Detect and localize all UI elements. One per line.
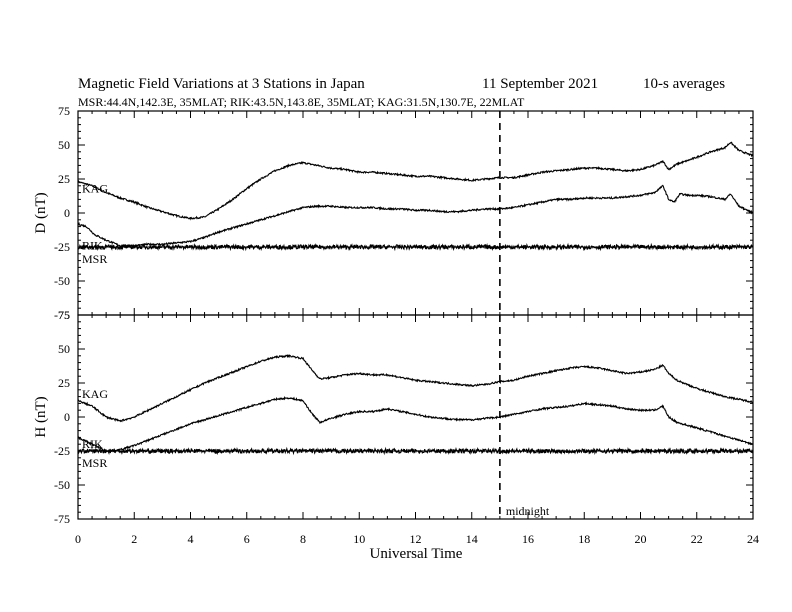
x-tick-label: 14 [466,532,478,546]
x-tick-label: 2 [131,532,137,546]
y-tick-label: -50 [54,478,70,492]
y-tick-label: -25 [54,444,70,458]
x-tick-label: 20 [635,532,647,546]
x-tick-label: 0 [75,532,81,546]
midnight-label: midnight [506,504,550,518]
y-tick-label: 75 [58,308,70,322]
x-tick-label: 24 [747,532,759,546]
series-label-msr: MSR [82,252,107,266]
series-label-msr: MSR [82,456,107,470]
y-tick-label: 0 [64,206,70,220]
y-tick-label: 50 [58,138,70,152]
series-line-msr [77,446,754,456]
stations-line: MSR:44.4N,142.3E, 35MLAT; RIK:43.5N,143.… [78,95,525,109]
series-label-rik: RIK [82,437,103,451]
x-tick-label: 18 [578,532,590,546]
chart-date: 11 September 2021 [482,76,598,92]
y-tick-label: -75 [54,308,70,322]
x-axis-label: Universal Time [370,546,463,562]
series-label-rik: RIK [82,239,103,253]
x-tick-label: 4 [188,532,194,546]
y-tick-label: 25 [58,376,70,390]
plot-frame [77,110,754,316]
series-line-rik [77,184,754,248]
x-tick-label: 16 [522,532,534,546]
plot-frame [77,314,754,520]
series-line-rik [77,395,754,453]
series-line-kag [77,141,754,221]
x-tick-label: 22 [691,532,703,546]
y-tick-label: 0 [64,410,70,424]
y-tick-label: -25 [54,240,70,254]
y-tick-label: 25 [58,172,70,186]
y-tick-label: 50 [58,342,70,356]
x-tick-label: 6 [244,532,250,546]
y-tick-label: 75 [58,104,70,118]
y-axis-label: H (nT) [33,396,49,437]
x-tick-label: 10 [353,532,365,546]
y-axis-label: D (nT) [33,192,49,233]
y-tick-label: -50 [54,274,70,288]
series-line-kag [77,354,753,423]
series-line-msr [77,242,754,252]
series-label-kag: KAG [82,387,108,401]
chart-title: Magnetic Field Variations at 3 Stations … [78,76,365,92]
x-tick-label: 8 [300,532,306,546]
series-label-kag: KAG [82,182,108,196]
chart-averaging: 10-s averages [643,76,725,92]
y-tick-label: -75 [54,512,70,526]
x-tick-label: 12 [410,532,422,546]
